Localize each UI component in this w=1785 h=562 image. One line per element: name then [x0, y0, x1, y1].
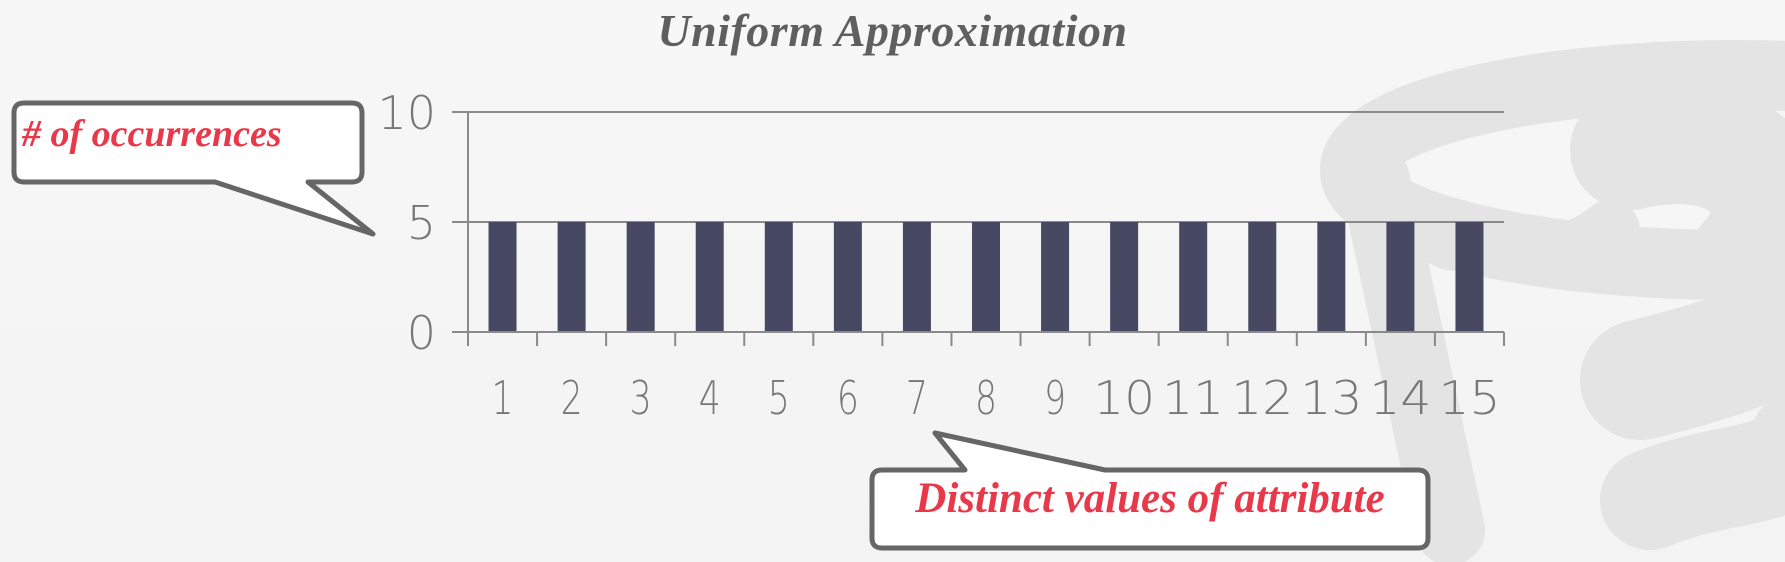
x-tick-labels: 1 2 3 4 5 6 7 8 9 10 11 12 13 14 15: [492, 371, 1501, 425]
bar: [833, 222, 862, 332]
chart-title: Uniform Approximation: [657, 5, 1128, 56]
xlabel-callout-text: Distinct values of attribute: [915, 475, 1385, 522]
bar: [626, 222, 655, 332]
xlabel-callout-bubble: [869, 430, 1431, 551]
bar: [764, 222, 793, 332]
x-tick-label: 3: [630, 371, 652, 425]
bar: [488, 222, 517, 332]
x-tick-label: 2: [561, 371, 583, 425]
x-tick-label: 12: [1231, 371, 1293, 425]
x-tick-label: 7: [906, 371, 928, 425]
axes: [467, 112, 1505, 346]
x-tick-label: 4: [699, 371, 721, 425]
x-tick-label: 11: [1162, 371, 1224, 425]
bar: [557, 222, 586, 332]
x-tick-label: 13: [1300, 371, 1362, 425]
bar: [1317, 222, 1346, 332]
bar: [902, 222, 931, 332]
bar: [1455, 222, 1484, 332]
ylabel-callout-bubble: [11, 100, 376, 237]
bars: [488, 222, 1484, 332]
bar: [1386, 222, 1415, 332]
ylabel-callout-text: # of occurrences: [22, 113, 282, 155]
x-tick-label: 1: [492, 371, 514, 425]
bar: [1110, 222, 1139, 332]
bar: [695, 222, 724, 332]
x-tick-label: 15: [1438, 371, 1500, 425]
x-tick-label: 9: [1044, 371, 1066, 425]
bar: [1041, 222, 1070, 332]
x-tick-label: 14: [1369, 371, 1431, 425]
x-tick-label: 5: [768, 371, 790, 425]
y-tick-label: 10: [377, 86, 436, 140]
x-tick-label: 8: [975, 371, 997, 425]
y-tick-label: 0: [407, 306, 436, 360]
bar: [1248, 222, 1277, 332]
y-tick-label: 5: [407, 196, 436, 250]
x-tick-label: 6: [837, 371, 859, 425]
bar: [1179, 222, 1208, 332]
bar: [972, 222, 1000, 332]
y-tick-labels: 0 5 10: [377, 86, 436, 360]
x-tick-label: 10: [1093, 371, 1155, 425]
